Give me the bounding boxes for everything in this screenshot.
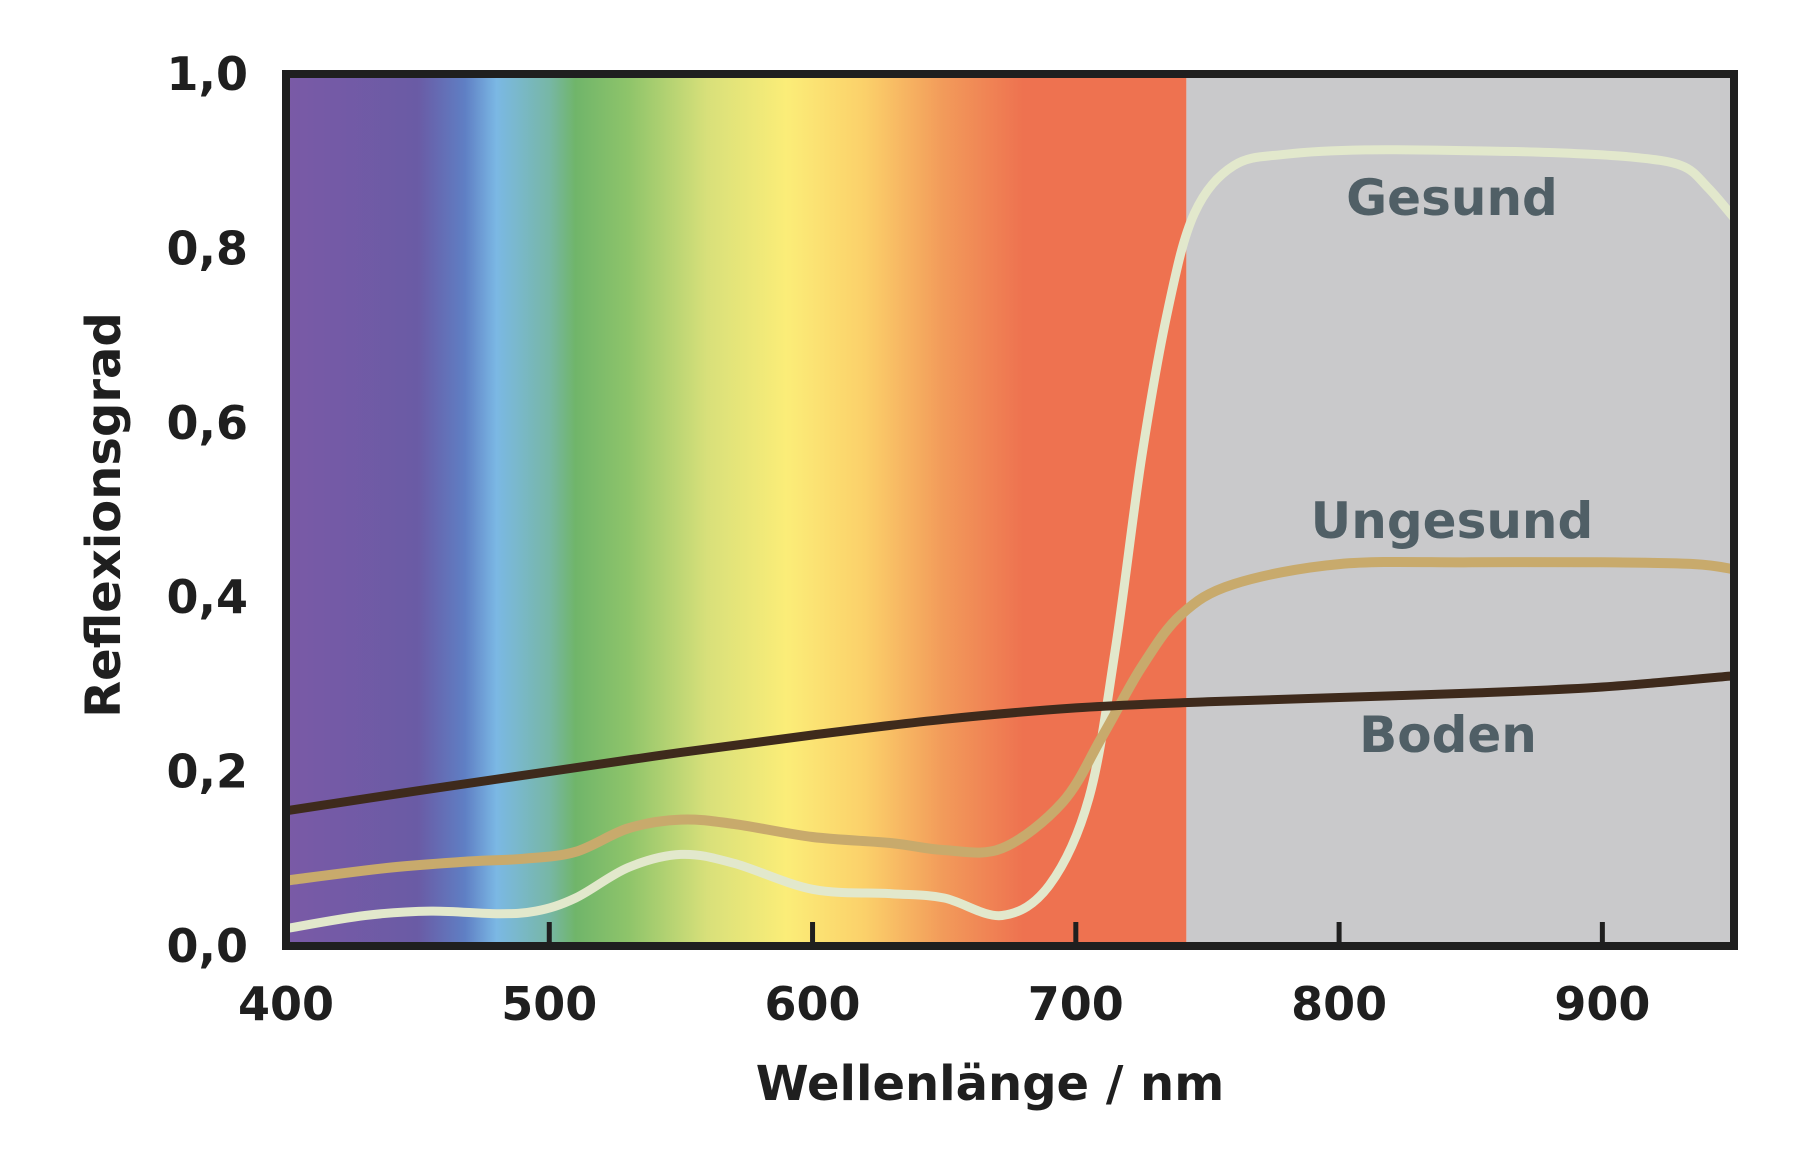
x-axis-title: Wellenlänge / nm — [756, 1056, 1225, 1112]
x-tick-label: 800 — [1291, 977, 1387, 1031]
series-line-ungesund — [286, 556, 1734, 886]
series-line-gesund — [286, 145, 1734, 934]
y-tick-label: 1,0 — [167, 47, 249, 101]
plot-frame — [282, 70, 1738, 950]
y-tick-label: 0,4 — [167, 570, 249, 624]
series-label-ungesund: Ungesund — [1311, 492, 1594, 550]
series-label-gesund: Gesund — [1346, 169, 1558, 227]
series-labels: Gesund Ungesund Boden — [1311, 169, 1594, 764]
infrared-band — [1186, 74, 1734, 946]
x-tick-label: 400 — [238, 977, 334, 1031]
x-tick-labels: 400 500 600 700 800 900 — [238, 977, 1650, 1031]
y-tick-labels: 0,0 0,2 0,4 0,6 0,8 1,0 — [167, 47, 249, 973]
visible-spectrum-band — [286, 74, 1187, 946]
series-label-boden: Boden — [1359, 706, 1537, 764]
plot-background — [286, 74, 1734, 946]
x-tick-label: 500 — [501, 977, 597, 1031]
y-tick-label: 0,6 — [167, 396, 249, 450]
series-line-boden — [286, 671, 1734, 816]
x-tick-label: 700 — [1028, 977, 1124, 1031]
y-axis-title: Reflexionsgrad — [76, 312, 132, 718]
x-tick-label: 600 — [765, 977, 861, 1031]
y-tick-label: 0,2 — [167, 745, 249, 799]
y-tick-label: 0,0 — [167, 919, 249, 973]
x-tick-label: 900 — [1554, 977, 1650, 1031]
series-layer — [286, 145, 1734, 934]
y-tick-label: 0,8 — [167, 221, 249, 275]
